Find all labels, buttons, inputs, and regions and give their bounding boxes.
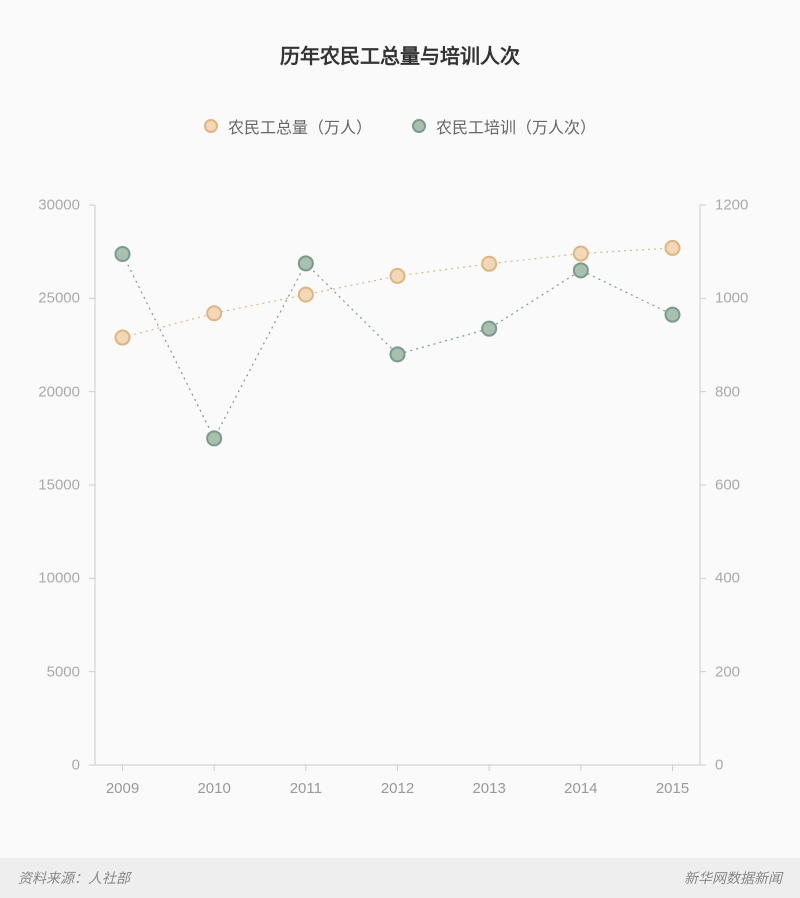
y-right-tick-label: 0 [715,757,775,774]
y-right-tick-label: 1000 [715,290,775,307]
legend-item-series1: 农民工总量（万人） [204,114,372,138]
y-left-tick-label: 10000 [10,570,80,587]
y-right-tick-label: 200 [715,663,775,680]
chart-plot-area: 0500010000150002000025000300000200400600… [95,205,700,765]
y-left-tick-label: 25000 [10,290,80,307]
y-left-tick-label: 15000 [10,477,80,494]
x-tick-label: 2014 [564,780,597,797]
x-tick-label: 2015 [656,780,689,797]
legend-dot-series2 [412,119,426,133]
y-right-tick-label: 800 [715,383,775,400]
footer-credit: 新华网数据新闻 [684,868,782,888]
chart-title: 历年农民工总量与培训人次 [0,0,800,69]
legend-label-series1: 农民工总量（万人） [228,114,372,138]
footer-source: 资料来源：人社部 [18,868,130,888]
x-tick-label: 2012 [381,780,414,797]
y-right-tick-label: 400 [715,570,775,587]
legend-dot-series1 [204,119,218,133]
x-tick-label: 2009 [106,780,139,797]
y-left-tick-label: 20000 [10,383,80,400]
y-left-tick-label: 0 [10,757,80,774]
y-left-tick-label: 5000 [10,663,80,680]
legend-item-series2: 农民工培训（万人次） [412,114,596,138]
legend: 农民工总量（万人） 农民工培训（万人次） [0,114,800,138]
chart-svg [95,205,700,765]
legend-label-series2: 农民工培训（万人次） [436,114,596,138]
y-right-tick-label: 1200 [715,197,775,214]
footer-bar: 资料来源：人社部 新华网数据新闻 [0,858,800,898]
x-tick-label: 2010 [197,780,230,797]
y-right-tick-label: 600 [715,477,775,494]
y-left-tick-label: 30000 [10,197,80,214]
x-tick-label: 2013 [472,780,505,797]
x-tick-label: 2011 [290,780,322,797]
